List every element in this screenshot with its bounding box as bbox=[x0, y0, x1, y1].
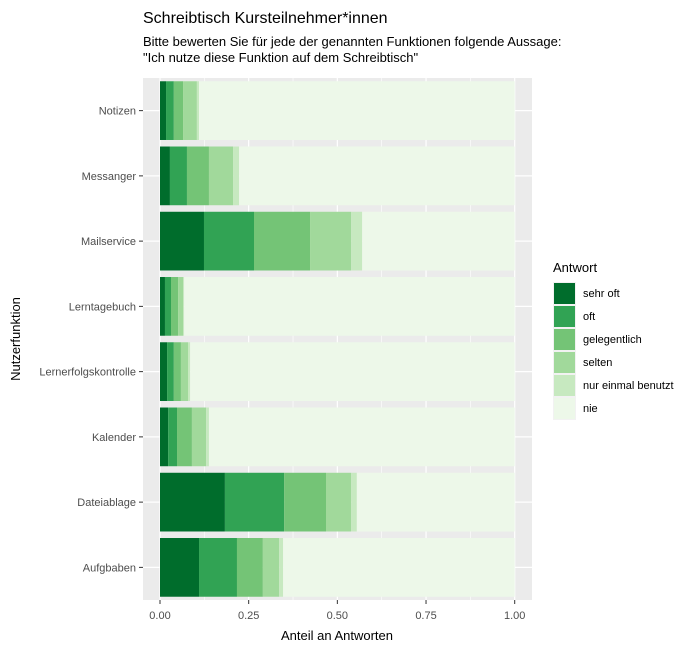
chart-subtitle-line-2: "Ich nutze diese Funktion auf dem Schrei… bbox=[143, 50, 419, 65]
y-tick-label: Aufgbaben bbox=[83, 562, 136, 574]
bar-segment-gelegentlich bbox=[173, 342, 181, 401]
bar-segment-gelegentlich bbox=[170, 277, 179, 336]
bar-segment-nur-einmal-benutzt bbox=[351, 211, 363, 271]
legend-label: nur einmal benutzt bbox=[583, 380, 674, 392]
bar-segment-sehr-oft bbox=[160, 472, 225, 532]
chart-title: Schreibtisch Kursteilnehmer*innen bbox=[143, 10, 388, 27]
bar-segment-selten bbox=[178, 277, 184, 336]
x-axis-title: Anteil an Antworten bbox=[281, 628, 393, 643]
legend-swatch bbox=[554, 352, 575, 373]
legend-label: selten bbox=[583, 357, 612, 369]
bar-segment-gelegentlich bbox=[177, 407, 192, 467]
bar-segment-nur-einmal-benutzt bbox=[233, 146, 240, 206]
bar-segment-nur-einmal-benutzt bbox=[196, 81, 200, 140]
bar-segment-nur-einmal-benutzt bbox=[351, 472, 357, 532]
bar-segment-oft bbox=[167, 342, 174, 401]
bar-segment-nie bbox=[190, 342, 515, 401]
bar-segment-gelegentlich bbox=[236, 538, 263, 597]
bar-segment-sehr-oft bbox=[160, 277, 165, 336]
x-tick-label: 1.00 bbox=[504, 610, 525, 622]
legend-label: nie bbox=[583, 403, 598, 415]
bar-segment-nie bbox=[356, 472, 515, 532]
legend-swatch bbox=[554, 375, 575, 396]
bar-segment-nie bbox=[283, 538, 515, 597]
x-tick-label: 0.50 bbox=[327, 610, 348, 622]
y-tick-label: Kalender bbox=[92, 432, 136, 444]
bar-segment-nur-einmal-benutzt bbox=[183, 277, 185, 336]
y-tick-label: Mailservice bbox=[81, 236, 136, 248]
bar-segment-oft bbox=[166, 81, 174, 140]
bar-segment-sehr-oft bbox=[160, 211, 204, 271]
bar-segment-selten bbox=[262, 538, 280, 597]
legend-swatch bbox=[554, 329, 575, 350]
y-tick-label: Notizen bbox=[99, 106, 136, 118]
bar-segment-oft bbox=[164, 277, 171, 336]
bar-segment-nie bbox=[208, 407, 515, 467]
bar-segment-selten bbox=[183, 81, 197, 140]
bar-segment-nie bbox=[199, 81, 515, 140]
bar-segment-oft bbox=[224, 472, 285, 532]
bar-segment-oft bbox=[203, 211, 254, 271]
bar-segment-selten bbox=[208, 146, 234, 206]
bar-segment-sehr-oft bbox=[160, 538, 200, 597]
x-tick-label: 0.25 bbox=[238, 610, 259, 622]
bar-segment-oft bbox=[169, 146, 187, 206]
bar-segment-nur-einmal-benutzt bbox=[188, 342, 191, 401]
bar-segment-sehr-oft bbox=[160, 81, 167, 140]
x-tick-label: 0.75 bbox=[415, 610, 436, 622]
bar-segment-nur-einmal-benutzt bbox=[279, 538, 284, 597]
y-tick-label: Dateiablage bbox=[77, 497, 136, 509]
chart-subtitle-line-1: Bitte bewerten Sie für jede der genannte… bbox=[143, 34, 561, 49]
bar-segment-nie bbox=[184, 277, 515, 336]
legend-label: sehr oft bbox=[583, 288, 620, 300]
legend-title: Antwort bbox=[553, 260, 597, 275]
y-axis-title: Nutzerfunktion bbox=[8, 297, 23, 381]
bar-segment-sehr-oft bbox=[160, 342, 168, 401]
legend-swatch bbox=[554, 398, 575, 419]
bar-segment-selten bbox=[325, 472, 352, 532]
bar-segment-selten bbox=[310, 211, 352, 271]
y-tick-label: Lerntagebuch bbox=[69, 301, 136, 313]
bar-segment-selten bbox=[191, 407, 207, 467]
bar-segment-nie bbox=[362, 211, 515, 271]
bar-segment-gelegentlich bbox=[173, 81, 184, 140]
legend-swatch bbox=[554, 283, 575, 304]
bar-segment-gelegentlich bbox=[284, 472, 326, 532]
bar-segment-sehr-oft bbox=[160, 407, 169, 467]
legend-label: oft bbox=[583, 311, 595, 323]
bar-segment-oft bbox=[168, 407, 178, 467]
bar-segment-gelegentlich bbox=[186, 146, 209, 206]
y-tick-label: Lernerfolgskontrolle bbox=[39, 367, 136, 379]
y-tick-label: Messanger bbox=[82, 171, 137, 183]
bar-segment-nie bbox=[239, 146, 515, 206]
bar-segment-nur-einmal-benutzt bbox=[206, 407, 209, 467]
bar-segment-sehr-oft bbox=[160, 146, 170, 206]
bar-segment-gelegentlich bbox=[253, 211, 311, 271]
legend-swatch bbox=[554, 306, 575, 327]
legend-label: gelegentlich bbox=[583, 334, 642, 346]
x-tick-label: 0.00 bbox=[149, 610, 170, 622]
bar-segment-selten bbox=[180, 342, 189, 401]
bar-segment-oft bbox=[199, 538, 237, 597]
